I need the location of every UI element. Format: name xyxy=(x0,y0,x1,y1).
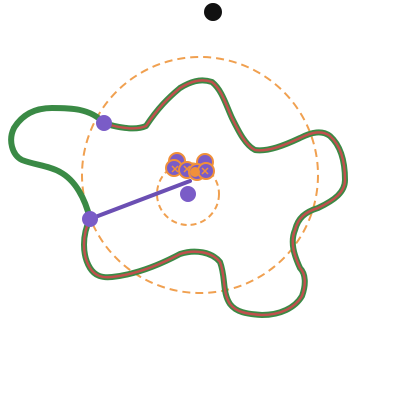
traced-curve-outer xyxy=(8,77,348,318)
traced-curve-inner xyxy=(82,79,347,317)
rotor-cluster-icon xyxy=(165,152,215,181)
joint-node-lower-left[interactable] xyxy=(82,211,98,227)
outer-guide-circle xyxy=(81,56,319,294)
top-marker-dot-icon xyxy=(204,3,222,21)
pivot-node[interactable] xyxy=(180,186,196,202)
linkage-bar xyxy=(88,179,192,221)
joint-node-left[interactable] xyxy=(96,115,112,131)
